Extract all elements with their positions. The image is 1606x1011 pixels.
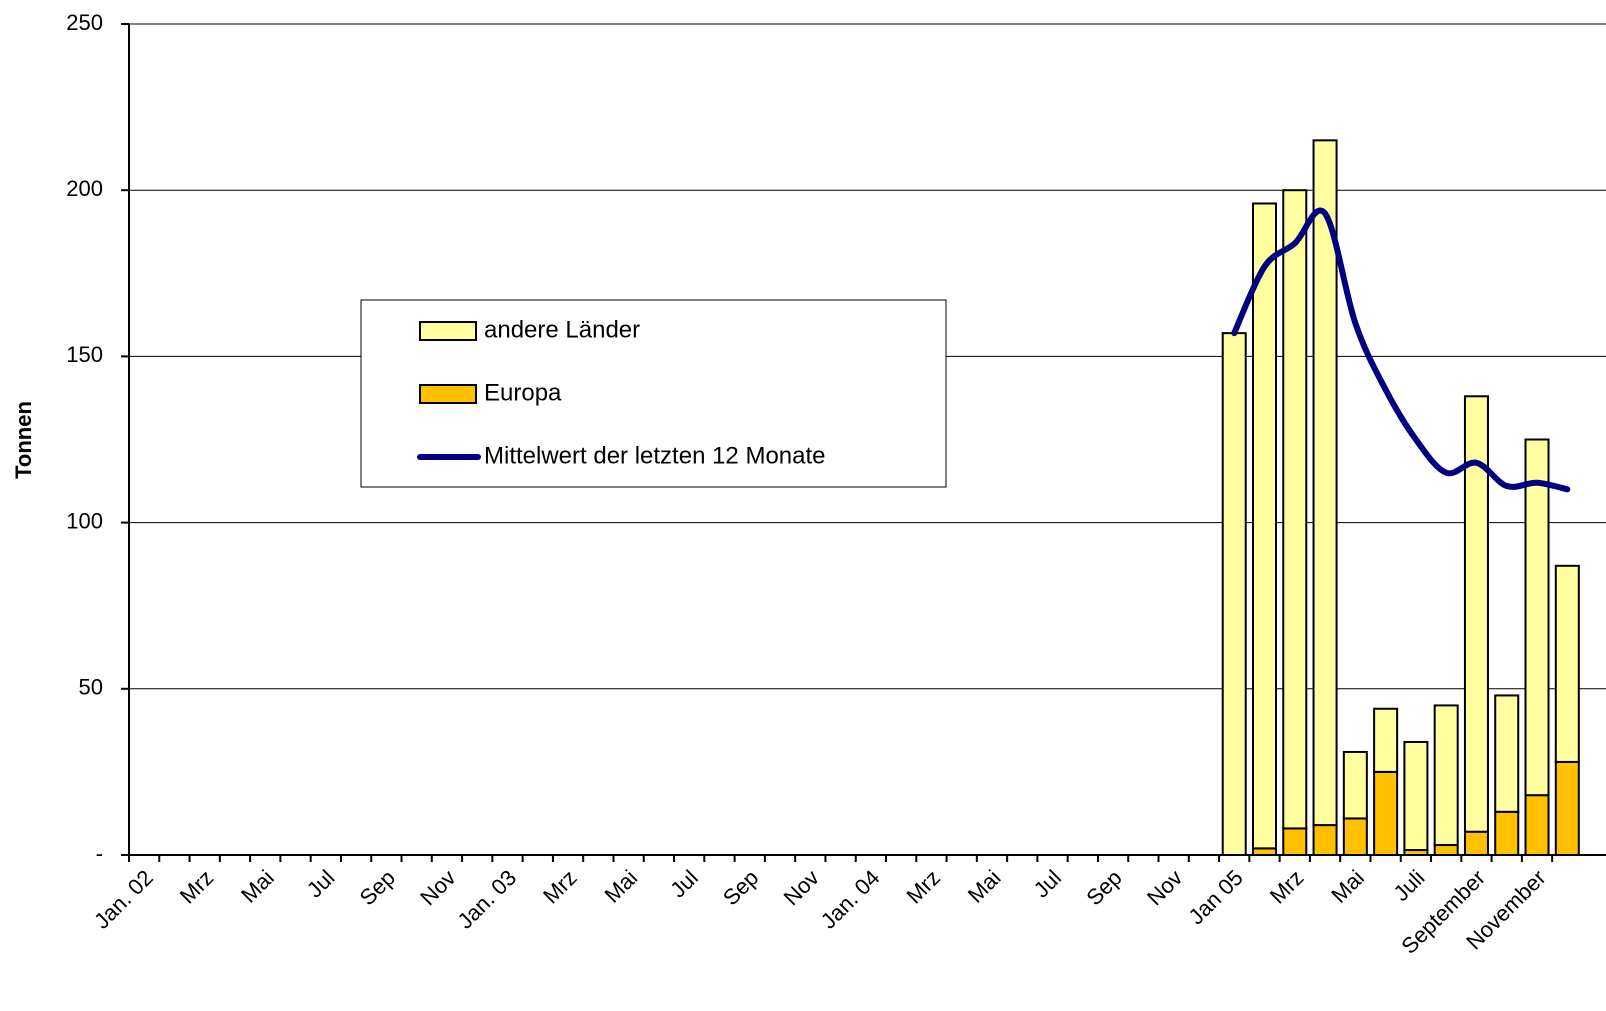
y-axis-title: Tonnen [11, 401, 36, 479]
x-tick-label: Jan. 02 [89, 865, 158, 934]
bar [1251, 202, 1278, 850]
bar [1463, 830, 1489, 856]
x-tick-label: Sep [355, 865, 400, 910]
bar [1403, 740, 1429, 852]
x-tick-label: Mai [600, 865, 643, 908]
y-tick-label: 250 [66, 10, 103, 35]
x-tick-label: Mai [1326, 865, 1369, 908]
x-tick-label: Mai [963, 865, 1006, 908]
legend-label: andere Länder [484, 316, 640, 343]
bar [1524, 794, 1550, 857]
bar [1433, 844, 1459, 857]
bar [1524, 438, 1550, 797]
x-tick-label: Sep [718, 865, 763, 910]
y-tick-label: - [96, 841, 103, 866]
x-tick-label: Sep [1081, 865, 1126, 910]
bar [1373, 707, 1399, 773]
bar [1282, 827, 1308, 857]
legend-label: Europa [484, 379, 562, 406]
bar [1282, 189, 1308, 830]
legend-label: Mittelwert der letzten 12 Monate [484, 442, 826, 469]
x-tick-label: Mai [236, 865, 279, 908]
legend: andere Länder Europa Mittelwert der letzte… [360, 299, 947, 488]
bar [1554, 564, 1580, 763]
y-tick-label: 50 [79, 675, 103, 700]
bar [1342, 750, 1368, 820]
bar [1494, 694, 1520, 813]
x-tick-label: Jan. 04 [816, 865, 885, 934]
legend-swatch [419, 384, 477, 404]
x-tick-label: Mrz [901, 865, 945, 909]
x-tick-label: Jul [665, 865, 703, 903]
bar [1312, 139, 1338, 827]
x-tick-label: Nov [1142, 865, 1187, 910]
y-tick-label: 100 [66, 508, 103, 533]
x-tick-label: Mrz [538, 865, 582, 909]
bar [1554, 760, 1580, 856]
x-tick-label: Jul [1029, 865, 1067, 903]
bar [1433, 704, 1459, 847]
x-tick-label: Jul [302, 865, 340, 903]
y-tick-label: 150 [66, 342, 103, 367]
line [1231, 207, 1571, 493]
x-tick-label: Mrz [1265, 865, 1309, 909]
x-tick-label: Jan. 03 [452, 865, 521, 934]
bar [1463, 395, 1489, 833]
x-tick-label: Jan 05 [1183, 865, 1247, 929]
x-tick-label: Juli [1389, 865, 1430, 906]
x-tick-label: Nov [779, 865, 824, 910]
bar [1221, 332, 1247, 856]
bar [1342, 817, 1368, 856]
bar [1312, 824, 1338, 856]
bar [1494, 810, 1520, 857]
x-tick-label: Mrz [175, 865, 219, 909]
y-tick-label: 200 [66, 176, 103, 201]
x-tick-label: Nov [415, 865, 460, 910]
legend-swatch [419, 321, 477, 341]
bar [1373, 770, 1399, 857]
